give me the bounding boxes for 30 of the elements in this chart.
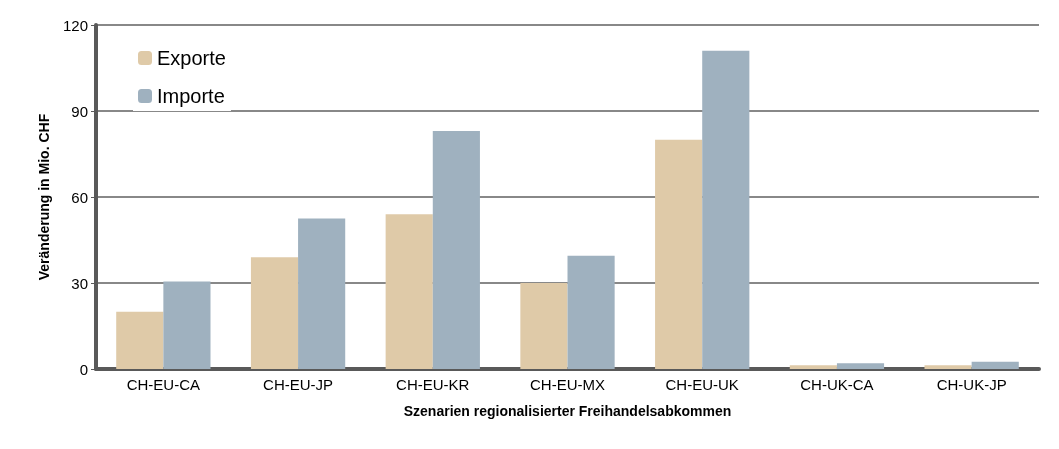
- bar: [655, 139, 703, 369]
- bar: [567, 255, 615, 369]
- y-tick-label: 90: [71, 102, 88, 120]
- bar: [520, 283, 568, 369]
- legend-label: Exporte: [157, 47, 226, 69]
- y-tick-label: 120: [62, 16, 88, 34]
- x-axis-title: Szenarien regionalisierter Freihandelsabkommen: [403, 403, 732, 419]
- legend-label: Importe: [157, 85, 225, 107]
- bar: [924, 365, 972, 369]
- x-tick-label: CH-EU-JP: [263, 376, 334, 393]
- bar: [836, 363, 885, 369]
- x-tick-label: CH-EU-MX: [530, 376, 605, 393]
- bar: [385, 214, 433, 369]
- bar: [298, 218, 346, 369]
- x-tick-label: CH-EU-KR: [396, 376, 470, 393]
- y-tick-label: 30: [71, 274, 88, 292]
- x-tick-label: CH-UK-JP: [936, 376, 1007, 393]
- bar: [789, 365, 837, 369]
- x-tick-label: CH-EU-UK: [665, 376, 739, 393]
- x-tick-label: CH-UK-CA: [800, 376, 874, 393]
- bar: [971, 361, 1019, 369]
- bar: [432, 131, 480, 369]
- bar: [250, 257, 299, 369]
- bar: [116, 311, 164, 369]
- bar: [702, 50, 750, 369]
- bar: [163, 281, 211, 369]
- y-tick-label: 0: [79, 360, 88, 378]
- y-axis-title: Veränderung in Mio. CHF: [36, 113, 52, 281]
- y-tick-label: 60: [71, 188, 88, 206]
- x-tick-label: CH-EU-CA: [126, 376, 201, 393]
